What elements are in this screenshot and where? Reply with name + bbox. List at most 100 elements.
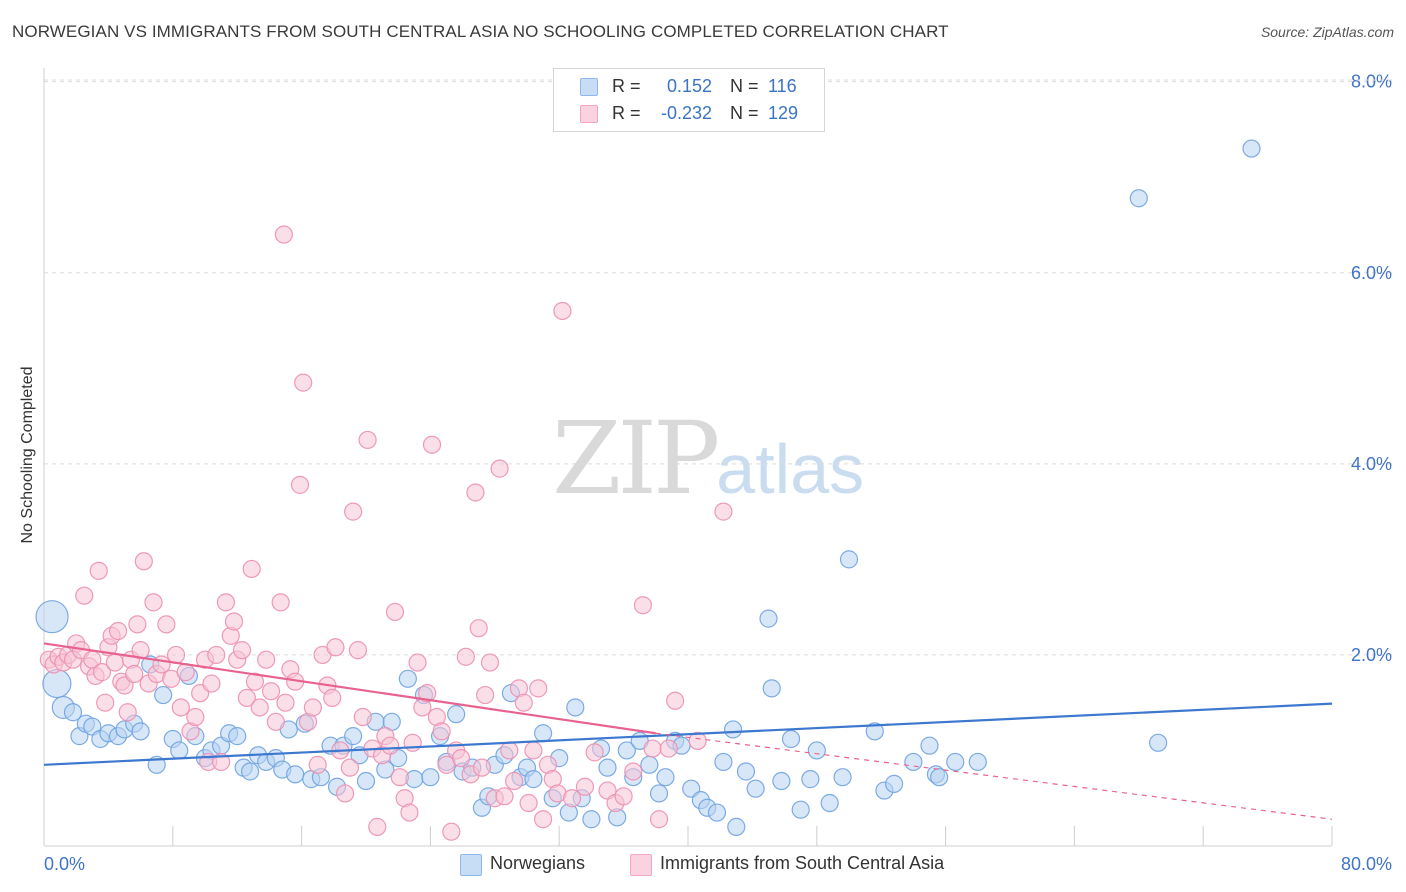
- norwegian-point: [524, 770, 543, 789]
- immigrant-point: [514, 693, 533, 712]
- norwegian-point: [566, 698, 585, 717]
- norwegian-point: [131, 722, 150, 741]
- norwegian-point: [154, 685, 173, 705]
- norwegian-point: [884, 774, 904, 793]
- immigrant-point: [353, 707, 372, 727]
- immigrant-point: [290, 475, 310, 494]
- norwegian-point: [640, 755, 659, 774]
- immigrant-point: [480, 653, 500, 672]
- norwegian-point: [617, 741, 636, 760]
- norwegian-point: [723, 720, 743, 739]
- norwegian-point: [772, 771, 791, 791]
- watermark-zip: ZIP: [552, 400, 720, 517]
- norwegian-point: [656, 768, 675, 787]
- norwegian-point: [801, 770, 820, 789]
- immigrant-point: [276, 693, 295, 712]
- y-tick-label: 6.0%: [1351, 263, 1392, 283]
- norwegian-point: [946, 752, 965, 772]
- norwegian-point: [344, 727, 363, 746]
- immigrant-point: [505, 771, 524, 791]
- watermark-atlas: atlas: [716, 430, 865, 508]
- norwegian-point: [714, 752, 733, 772]
- immigrant-point: [358, 430, 377, 450]
- norwegian-point: [286, 765, 305, 784]
- immigrant-point: [274, 225, 293, 244]
- immigrant-point: [381, 736, 400, 755]
- x-tick-label: 80.0%: [1341, 854, 1392, 874]
- legend-n-label: N =: [730, 103, 759, 123]
- immigrant-point: [89, 561, 108, 580]
- immigrant-point: [134, 552, 153, 571]
- norwegian-point: [582, 810, 601, 829]
- immigrant-trendline: [43, 642, 656, 735]
- immigrant-point: [125, 664, 144, 684]
- norwegian-point: [807, 741, 826, 760]
- legend-n-value: 129: [768, 103, 799, 123]
- immigrant-point: [308, 755, 327, 774]
- norwegian-point: [920, 736, 939, 755]
- immigrant-point: [403, 733, 422, 752]
- immigrant-point: [250, 698, 269, 717]
- norwegian-point: [930, 768, 949, 787]
- norwegian-point: [968, 752, 987, 772]
- norwegian-point: [781, 729, 801, 749]
- immigrant-point: [575, 777, 595, 796]
- immigrant-point: [476, 685, 495, 705]
- immigrant-point: [524, 741, 543, 760]
- immigrant-point: [614, 787, 633, 806]
- chart-title: NORWEGIAN VS IMMIGRANTS FROM SOUTH CENTR…: [12, 22, 949, 41]
- norwegian-point: [170, 741, 189, 760]
- legend-r-label: R =: [612, 103, 641, 123]
- norwegian-point: [904, 752, 923, 772]
- immigrant-point: [245, 672, 265, 691]
- norwegian-point: [398, 669, 417, 688]
- immigrant-point: [344, 502, 363, 521]
- immigrant-point: [649, 810, 669, 829]
- immigrant-point: [432, 722, 451, 741]
- norwegian-point: [727, 817, 746, 836]
- y-tick-label: 8.0%: [1351, 72, 1392, 92]
- immigrant-point: [237, 688, 256, 708]
- legend-n-label: N =: [730, 76, 759, 96]
- norwegian-point: [1149, 733, 1168, 752]
- immigrant-point: [451, 749, 471, 768]
- immigrant-point: [118, 703, 137, 722]
- norwegian-point: [35, 600, 69, 634]
- immigrant-point: [96, 693, 115, 712]
- immigrant-point: [442, 822, 461, 841]
- immigrant-point: [422, 435, 442, 454]
- immigrant-point: [105, 653, 124, 672]
- immigrant-point: [216, 593, 236, 612]
- norwegian-point: [746, 779, 765, 798]
- immigrant-point: [633, 596, 653, 615]
- immigrant-point: [108, 621, 128, 641]
- norwegian-point: [447, 705, 466, 724]
- y-tick-label: 4.0%: [1351, 454, 1392, 474]
- norwegian-trendline: [43, 702, 1333, 766]
- immigrant-point: [553, 301, 572, 321]
- norwegian-point: [839, 550, 859, 569]
- legend-r-label: R =: [612, 76, 641, 96]
- immigrant-point: [326, 638, 345, 657]
- source-label[interactable]: Source: ZipAtlas.com: [1260, 24, 1394, 40]
- norwegian-point: [228, 727, 247, 746]
- immigrant-point: [456, 647, 475, 666]
- bottom-legend-label-norwegians: Norwegians: [490, 853, 586, 873]
- immigrant-point: [271, 593, 290, 612]
- immigrant-point: [232, 641, 252, 660]
- immigrant-point: [242, 559, 261, 579]
- immigrant-point: [714, 502, 733, 521]
- immigrant-point: [202, 674, 221, 693]
- immigrant-point: [390, 768, 409, 787]
- immigrant-point: [171, 698, 190, 717]
- immigrant-point: [368, 817, 387, 836]
- immigrant-point: [519, 793, 538, 813]
- immigrant-point: [157, 615, 176, 634]
- legend-swatch-immigrants: [580, 105, 598, 123]
- immigrant-point: [688, 731, 707, 751]
- legend-n-value: 116: [768, 76, 797, 96]
- norwegian-point: [833, 768, 852, 787]
- immigrant-point: [666, 691, 685, 710]
- y-tick-label: 2.0%: [1351, 645, 1392, 665]
- correlation-legend: R = 0.152 N = 116 R = -0.232 N = 129: [553, 68, 825, 132]
